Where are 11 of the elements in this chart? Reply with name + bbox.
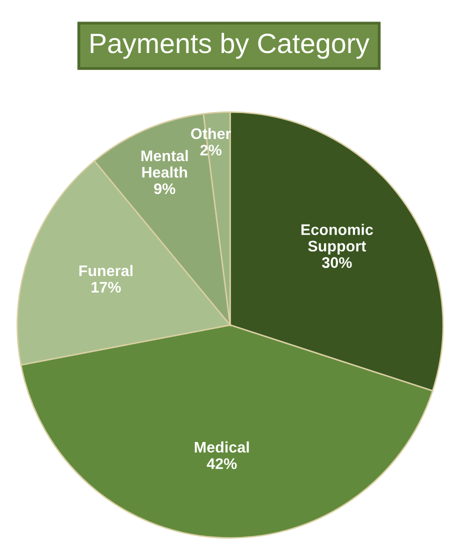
data-label: 9% — [154, 183, 176, 194]
data-label: 2% — [200, 144, 222, 156]
slice-label: Funeral — [79, 264, 132, 276]
slice-label: Economic Support — [301, 224, 373, 255]
data-label: 42% — [206, 458, 237, 470]
chart-title: Payments by Category — [90, 32, 370, 59]
data-label: 30% — [322, 257, 352, 268]
slice-label: Medical — [194, 441, 249, 453]
data-label: 17% — [92, 282, 121, 293]
slice-label: Mental Health — [141, 150, 188, 178]
slice-label: Other — [191, 128, 231, 140]
